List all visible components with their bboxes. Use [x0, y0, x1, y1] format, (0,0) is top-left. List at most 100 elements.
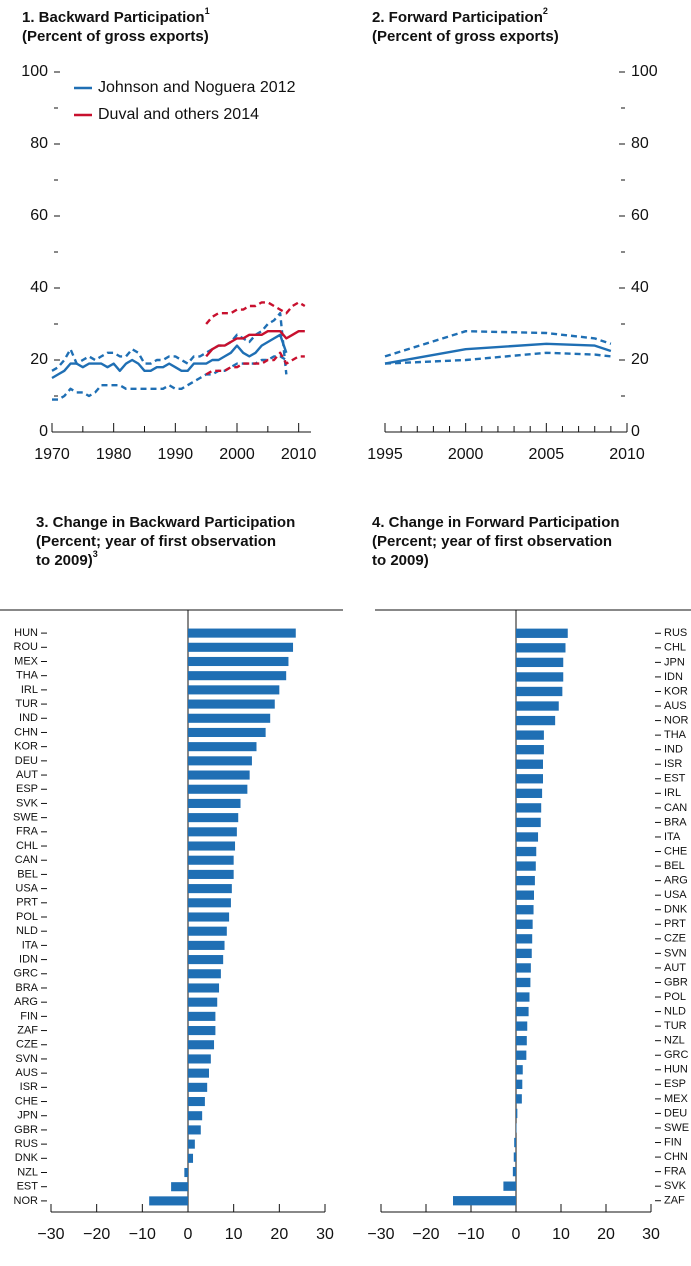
- bar: [516, 730, 544, 740]
- category-label: JPN: [664, 656, 685, 668]
- bar: [188, 969, 221, 979]
- y-tick-label: 20: [30, 351, 48, 368]
- chart-subtitle: (Percent of gross exports): [372, 28, 559, 45]
- bar: [453, 1196, 516, 1206]
- bar: [516, 759, 543, 769]
- category-label: CHE: [15, 1095, 38, 1107]
- bar: [516, 846, 537, 857]
- category-label: KOR: [664, 685, 688, 697]
- bar: [516, 657, 564, 668]
- category-label: IND: [664, 744, 683, 756]
- category-label: MEX: [664, 1093, 689, 1105]
- category-label: NLD: [664, 1005, 686, 1017]
- category-label: IDN: [664, 671, 683, 683]
- series-line: [51, 333, 288, 380]
- category-label: CHN: [664, 1151, 688, 1163]
- category-label: NLD: [16, 925, 38, 937]
- category-label: SWE: [664, 1122, 689, 1134]
- category-label: DNK: [664, 904, 688, 916]
- bar: [516, 934, 533, 944]
- footnote-marker: 1: [205, 6, 210, 16]
- category-label: NOR: [14, 1195, 39, 1207]
- footnote-marker: 3: [93, 549, 98, 559]
- category-label: GBR: [664, 976, 688, 988]
- category-label: ITA: [22, 939, 39, 951]
- category-label: EST: [664, 773, 686, 785]
- y-tick-label: 40: [631, 279, 649, 296]
- bar: [513, 1152, 516, 1162]
- x-tick-label: 1995: [367, 446, 403, 463]
- bar: [516, 672, 564, 682]
- bar: [188, 884, 232, 894]
- category-label: NZL: [17, 1166, 38, 1178]
- category-label: GRC: [664, 1049, 689, 1061]
- bar: [188, 1125, 201, 1135]
- x-tick-label: 2010: [281, 446, 317, 463]
- category-label: DEU: [15, 755, 38, 767]
- bar: [188, 770, 250, 780]
- category-label: CHL: [664, 642, 686, 654]
- category-label: RUS: [15, 1138, 38, 1150]
- category-label: SVN: [664, 947, 687, 959]
- x-tick-label: −30: [367, 1226, 394, 1243]
- category-label: THA: [16, 670, 39, 682]
- bar: [188, 926, 227, 936]
- x-tick-label: 30: [316, 1226, 334, 1243]
- bar: [188, 798, 241, 808]
- bar: [188, 855, 234, 865]
- category-label: IRL: [21, 684, 38, 696]
- chart-subtitle: (Percent of gross exports): [22, 28, 209, 45]
- bar: [516, 963, 531, 973]
- x-tick-label: −10: [457, 1226, 484, 1243]
- band-line: [384, 330, 612, 358]
- band-line: [205, 301, 306, 325]
- category-label: PRT: [664, 918, 686, 930]
- category-label: IRL: [664, 787, 681, 799]
- title-text: 3. Change in Backward Participation: [36, 514, 295, 531]
- x-tick-label: 2005: [529, 446, 565, 463]
- bar: [188, 1054, 211, 1064]
- category-label: PRT: [16, 897, 38, 909]
- category-label: TUR: [664, 1020, 687, 1032]
- category-label: EST: [17, 1181, 39, 1193]
- category-label: KOR: [14, 741, 38, 753]
- bar: [516, 1050, 527, 1060]
- bar: [188, 898, 231, 908]
- bar: [512, 1166, 516, 1177]
- bar: [149, 1196, 188, 1206]
- category-label: IND: [19, 712, 38, 724]
- category-label: FRA: [16, 826, 39, 838]
- category-label: ZAF: [664, 1195, 685, 1207]
- bar: [516, 861, 536, 871]
- subtitle-text: to 2009): [36, 552, 93, 569]
- footnote-marker: 2: [543, 6, 548, 16]
- bar: [188, 742, 257, 752]
- category-label: GBR: [14, 1124, 38, 1136]
- bar: [516, 643, 566, 653]
- x-tick-label: 0: [184, 1226, 193, 1243]
- x-tick-label: 10: [552, 1226, 570, 1243]
- bar: [188, 1111, 203, 1121]
- bar: [516, 1036, 527, 1046]
- bar: [516, 992, 530, 1002]
- bar: [188, 628, 296, 638]
- category-label: MEX: [14, 655, 39, 667]
- bar: [516, 832, 539, 842]
- category-label: ESP: [664, 1078, 686, 1090]
- bar: [188, 983, 220, 993]
- bar: [516, 1094, 522, 1104]
- x-tick-label: 20: [270, 1226, 288, 1243]
- title-text: 4. Change in Forward Participation: [372, 514, 620, 531]
- series-line: [384, 342, 612, 365]
- category-label: CHL: [16, 840, 38, 852]
- chart-title: 1. Backward Participation1: [22, 6, 210, 26]
- bar: [516, 774, 543, 784]
- x-tick-label: −30: [37, 1226, 64, 1243]
- bar: [516, 1021, 528, 1031]
- bar: [188, 997, 218, 1007]
- x-tick-label: 2010: [609, 446, 645, 463]
- x-tick-label: 1980: [96, 446, 132, 463]
- legend-label: Duval and others 2014: [98, 106, 259, 123]
- category-label: AUS: [15, 1067, 38, 1079]
